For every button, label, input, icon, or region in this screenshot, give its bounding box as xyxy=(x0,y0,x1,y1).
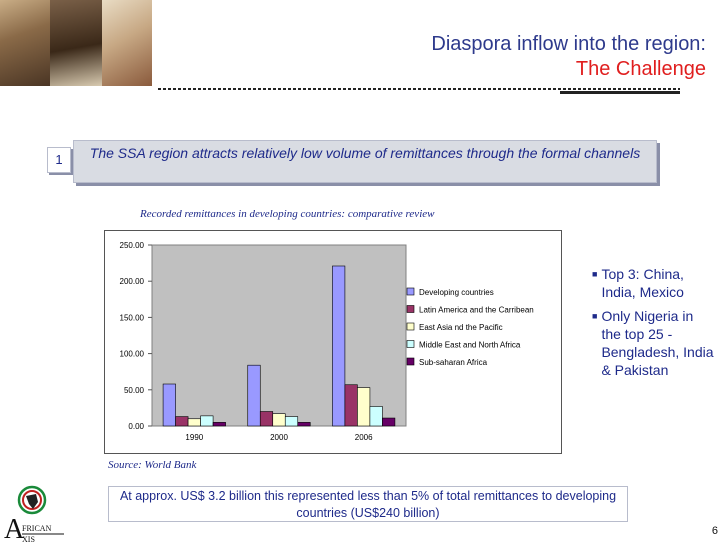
y-tick-label: 250.00 xyxy=(120,241,145,250)
man-on-phone-photo xyxy=(50,0,102,86)
summary-note: At approx. US$ 3.2 billion this represen… xyxy=(108,486,628,522)
y-tick-label: 100.00 xyxy=(120,350,145,359)
legend-swatch xyxy=(406,305,415,313)
svg-text:FRICAN: FRICAN xyxy=(22,524,52,533)
svg-text:XIS: XIS xyxy=(22,535,35,544)
bar xyxy=(162,383,176,427)
bar xyxy=(200,415,214,427)
bar xyxy=(382,417,396,427)
legend-label: Sub-saharan Africa xyxy=(419,358,488,367)
title-divider xyxy=(158,88,680,90)
slide-title: Diaspora inflow into the region: The Cha… xyxy=(431,32,706,82)
bar xyxy=(369,406,383,427)
section-number-badge: 1 xyxy=(47,147,71,173)
bar xyxy=(187,418,201,427)
key-message-banner: The SSA region attracts relatively low v… xyxy=(73,140,657,183)
legend-swatch xyxy=(406,357,415,366)
y-tick-label: 150.00 xyxy=(120,313,145,322)
legend-label: Developing countries xyxy=(419,288,494,297)
bar xyxy=(332,265,346,427)
bar xyxy=(344,384,358,427)
y-tick-label: 50.00 xyxy=(124,386,145,395)
legend-label: Middle East and North Africa xyxy=(419,341,521,350)
bullet-item: ■ Top 3: China, India, Mexico xyxy=(592,265,714,301)
bullet-text: Only Nigeria in the top 25 - Bengladesh,… xyxy=(601,308,714,378)
slide-title-line1: Diaspora inflow into the region: xyxy=(431,33,706,55)
legend-swatch xyxy=(406,340,415,348)
bullet-item: ■ Only Nigeria in the top 25 - Benglades… xyxy=(592,307,714,379)
legend-label: East Asia nd the Pacific xyxy=(419,323,503,332)
bar xyxy=(297,422,311,427)
y-tick-label: 200.00 xyxy=(120,277,145,286)
x-tick-label: 1990 xyxy=(185,433,203,442)
business-people-photo xyxy=(0,0,50,86)
title-divider-accent xyxy=(560,91,680,94)
bullet-square-icon: ■ xyxy=(592,311,598,321)
x-tick-label: 2006 xyxy=(355,433,373,442)
y-tick-label: 0.00 xyxy=(128,422,144,431)
header-photo-strip xyxy=(0,0,152,86)
bar xyxy=(357,387,371,427)
legend-swatch xyxy=(406,322,415,331)
slide-title-line2: The Challenge xyxy=(575,58,706,80)
bar xyxy=(212,422,226,427)
legend-swatch xyxy=(406,287,415,296)
bullet-text: Top 3: China, India, Mexico xyxy=(601,266,684,300)
bar xyxy=(175,416,189,427)
legend-label: Latin America and the Carribean xyxy=(419,306,534,315)
x-tick-label: 2000 xyxy=(270,433,288,442)
bar xyxy=(284,416,299,427)
chart-frame: 250.00 200.00 150.00 100.00 50.00 0.00 1990 200… xyxy=(104,230,562,454)
bullet-list: ■ Top 3: China, India, Mexico ■ Only Nig… xyxy=(592,265,714,385)
bar xyxy=(259,411,274,427)
page-number: 6 xyxy=(711,525,718,537)
bullet-square-icon: ■ xyxy=(592,269,598,279)
bar xyxy=(247,364,261,427)
svg-text:A: A xyxy=(4,514,25,545)
hand-writing-photo xyxy=(102,0,152,86)
remittances-bar-chart: 250.00 200.00 150.00 100.00 50.00 0.00 1990 200… xyxy=(120,241,534,442)
chart-title: Recorded remittances in developing count… xyxy=(140,208,435,220)
bar xyxy=(272,413,286,427)
chart-source: Source: World Bank xyxy=(108,459,197,471)
african-axis-logo: A FRICAN XIS xyxy=(4,485,64,545)
